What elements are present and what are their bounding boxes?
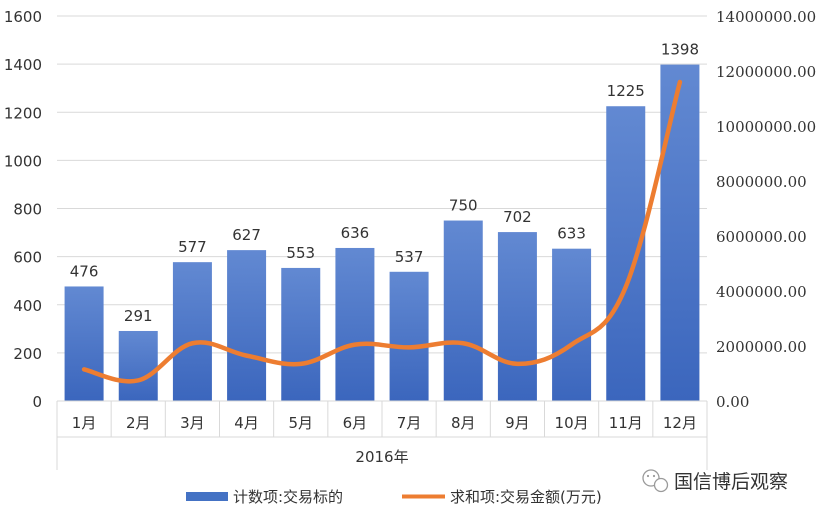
right-axis-tick-label: 0.00	[716, 393, 749, 411]
line-trace	[81, 79, 683, 384]
category-label: 12月	[663, 414, 697, 432]
bar	[443, 220, 483, 401]
line-series	[81, 79, 683, 384]
right-axis: 0.00 2000000.00 4000000.00 6000000.00 800000…	[716, 8, 816, 411]
bar-data-label: 1225	[607, 82, 645, 100]
bar	[497, 232, 537, 401]
bar-data-label: 627	[232, 226, 261, 244]
category-label: 11月	[609, 414, 643, 432]
bar-data-label: 476	[70, 262, 99, 280]
watermark: 国信博后观察	[642, 469, 788, 493]
category-label: 3月	[180, 414, 205, 432]
left-axis-tick-label: 1200	[4, 104, 42, 122]
left-axis-tick-label: 1000	[4, 152, 42, 170]
bar	[172, 262, 212, 401]
right-axis-tick-label: 14000000.00	[716, 8, 816, 26]
left-axis-tick-label: 0	[32, 393, 42, 411]
legend: 计数项:交易标的 求和项:交易金额(万元)	[186, 488, 602, 506]
category-label: 7月	[397, 414, 422, 432]
category-label: 9月	[505, 414, 530, 432]
legend-line-label: 求和项:交易金额(万元)	[450, 488, 602, 506]
gridlines	[57, 15, 707, 402]
category-label: 4月	[234, 414, 259, 432]
left-axis-tick-label: 200	[13, 345, 42, 363]
bar	[552, 248, 592, 401]
bar	[281, 267, 321, 401]
bar-data-label: 633	[557, 225, 586, 243]
left-axis-tick-label: 600	[13, 249, 42, 267]
bar	[118, 330, 158, 401]
left-axis-tick-label: 800	[13, 201, 42, 219]
bar	[227, 250, 267, 401]
category-label: 6月	[343, 414, 368, 432]
bar-data-label: 702	[503, 208, 532, 226]
year-group-label: 2016年	[355, 448, 408, 466]
bar-data-label: 291	[124, 307, 153, 325]
bar-data-label: 553	[286, 244, 315, 262]
bar-data-label: 537	[395, 248, 424, 266]
right-axis-tick-label: 10000000.00	[716, 118, 816, 136]
bar-data-label: 577	[178, 238, 207, 256]
left-axis-tick-label: 1600	[4, 8, 42, 26]
left-axis-tick-label: 1400	[4, 56, 42, 74]
category-label: 8月	[451, 414, 476, 432]
category-label: 2月	[126, 414, 151, 432]
bar-data-label: 636	[341, 224, 370, 242]
category-label: 10月	[555, 414, 589, 432]
left-axis-tick-label: 400	[13, 297, 42, 315]
watermark-text: 国信博后观察	[674, 471, 788, 493]
bar-series	[64, 64, 700, 401]
bar	[389, 271, 429, 401]
bar-data-label: 1398	[661, 41, 699, 59]
right-axis-tick-label: 12000000.00	[716, 63, 816, 81]
right-axis-tick-label: 6000000.00	[716, 228, 807, 246]
bar	[335, 247, 375, 401]
bar-data-label: 750	[449, 197, 478, 215]
legend-bar-swatch	[186, 492, 228, 501]
data-labels: 476 291 577 627 553 636 537 750 702 633 1225 1398	[70, 41, 699, 325]
right-axis-tick-label: 4000000.00	[716, 283, 807, 301]
wechat-icon	[642, 469, 669, 493]
right-axis-tick-label: 8000000.00	[716, 173, 807, 191]
left-axis: 0 200 400 600 800 1000 1200 1400 1600	[4, 8, 42, 411]
legend-bar-label: 计数项:交易标的	[233, 488, 343, 506]
bar	[64, 286, 104, 401]
category-label: 5月	[288, 414, 313, 432]
category-label: 1月	[72, 414, 97, 432]
right-axis-tick-label: 2000000.00	[716, 338, 807, 356]
category-axis: 1月 2月 3月 4月 5月 6月 7月 8月 9月 10月 11月 12月	[56, 400, 708, 470]
bar	[660, 64, 700, 401]
